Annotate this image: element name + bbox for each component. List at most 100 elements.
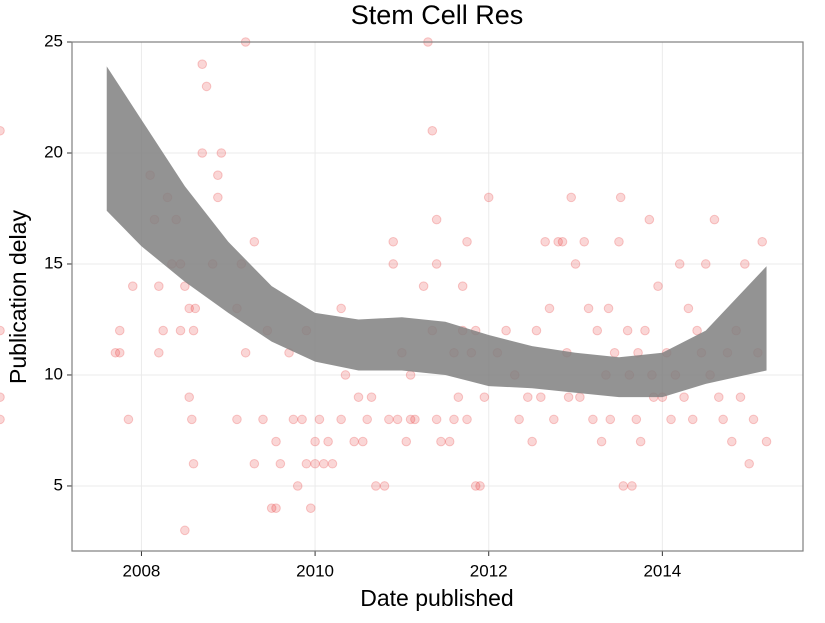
point (449, 414, 459, 425)
point (475, 481, 485, 491)
point (635, 436, 646, 447)
point (692, 325, 702, 336)
point (197, 59, 208, 69)
point (216, 148, 227, 158)
point (114, 325, 125, 336)
point (462, 236, 472, 247)
point (457, 281, 468, 291)
point (349, 436, 359, 447)
point (127, 281, 138, 291)
x-axis-label: Date published (360, 585, 513, 611)
point (575, 392, 585, 402)
point (570, 259, 581, 269)
point (340, 370, 351, 380)
point (336, 414, 346, 425)
point (683, 303, 694, 314)
point (188, 458, 199, 469)
point (761, 436, 772, 447)
point (249, 236, 260, 247)
point (114, 347, 125, 358)
point (588, 414, 598, 425)
point (314, 414, 325, 425)
point (0, 414, 5, 425)
point (627, 481, 637, 491)
point (501, 325, 511, 336)
point (622, 325, 633, 336)
point (123, 414, 134, 425)
point (240, 347, 251, 358)
point (336, 303, 346, 314)
point (748, 414, 759, 425)
point (583, 303, 594, 314)
point (531, 325, 542, 336)
point (0, 392, 5, 402)
point (271, 436, 281, 447)
point (297, 414, 307, 425)
point (305, 503, 316, 513)
point (631, 414, 642, 425)
point (674, 259, 685, 269)
point (653, 281, 663, 291)
point (679, 392, 689, 402)
point (353, 392, 364, 402)
point (666, 414, 676, 425)
point (579, 236, 590, 247)
point (718, 414, 728, 425)
point (0, 125, 5, 136)
point (470, 481, 481, 491)
point (318, 458, 329, 469)
point (687, 414, 698, 425)
point (388, 259, 399, 269)
point (462, 414, 472, 425)
point (249, 458, 260, 469)
point (180, 281, 190, 291)
y-tick-label: 15 (44, 253, 63, 272)
point (431, 214, 442, 225)
point (201, 81, 212, 92)
point (175, 325, 186, 336)
plot-border (71, 41, 804, 552)
point (709, 214, 720, 225)
point (388, 236, 399, 247)
x-tick-label: 2010 (296, 561, 334, 580)
point (190, 303, 201, 314)
point (266, 503, 277, 513)
point (436, 436, 446, 447)
point (158, 325, 168, 336)
point (258, 414, 268, 425)
point (310, 458, 320, 469)
point (371, 481, 381, 491)
confidence-band (106, 66, 767, 398)
point (522, 392, 533, 402)
point (366, 392, 377, 402)
point (605, 414, 616, 425)
point (735, 392, 746, 402)
point (401, 436, 412, 447)
point (444, 436, 455, 447)
point (213, 192, 223, 203)
point (362, 414, 372, 425)
point (188, 325, 199, 336)
point (483, 192, 494, 203)
plot-background (72, 42, 803, 551)
point (615, 192, 626, 203)
point (603, 303, 614, 314)
x-tick-label: 2014 (643, 561, 681, 580)
point (614, 236, 624, 247)
point (713, 392, 724, 402)
point (288, 414, 299, 425)
point (431, 414, 442, 425)
point (275, 458, 286, 469)
y-tick-label: 25 (44, 31, 63, 50)
point (213, 170, 223, 180)
point (187, 414, 197, 425)
point (327, 458, 338, 469)
point (544, 303, 555, 314)
y-tick-label: 20 (44, 142, 63, 161)
point (292, 481, 303, 491)
point (154, 347, 164, 358)
point (592, 325, 603, 336)
point (384, 414, 394, 425)
point (514, 414, 524, 425)
point (536, 392, 546, 402)
